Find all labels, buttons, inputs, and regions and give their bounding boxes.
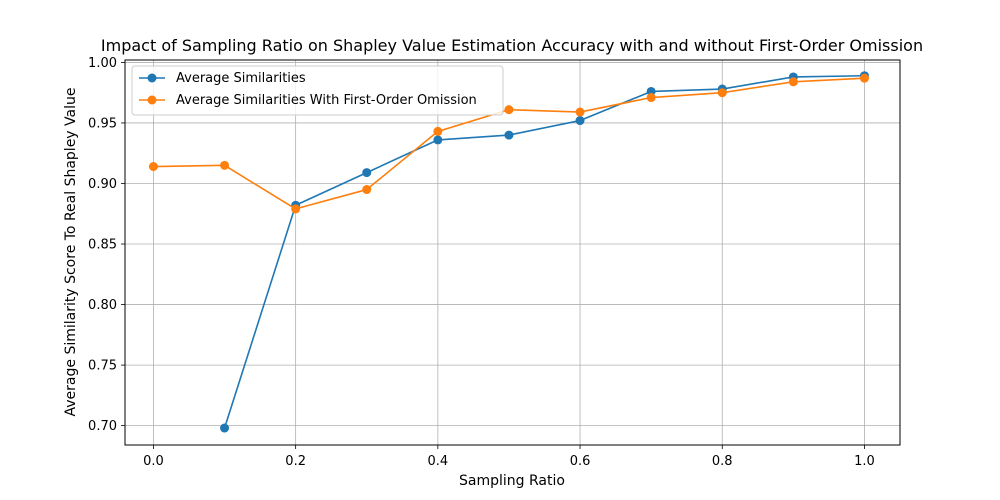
series-2-point — [504, 105, 514, 115]
y-tick-label: 0.90 — [88, 177, 117, 192]
series — [148, 71, 869, 433]
legend-box — [131, 65, 504, 116]
series-2 — [148, 73, 869, 214]
series-2-point — [717, 88, 727, 98]
legend: Average Similarities Average Similaritie… — [131, 65, 504, 116]
series-1-point — [575, 116, 585, 126]
series-1-point — [362, 168, 372, 178]
x-tick-label: 1.0 — [854, 454, 875, 469]
x-axis-label: Sampling Ratio — [459, 473, 565, 489]
legend-marker-average-similarities — [147, 73, 157, 83]
series-1-point — [220, 423, 230, 433]
x-tick-label: 0.8 — [712, 454, 733, 469]
legend-label-average-similarities: Average Similarities — [176, 71, 306, 86]
plot-frame — [124, 59, 901, 446]
series-2-point — [291, 204, 301, 214]
legend-marker-first-order-omission — [147, 95, 157, 105]
y-tick-label: 1.00 — [88, 56, 117, 71]
x-tick-label: 0.0 — [143, 454, 164, 469]
chart-title: Impact of Sampling Ratio on Shapley Valu… — [101, 36, 923, 55]
axis-ticks: 0.0 0.2 0.4 0.6 0.8 1.0 0.70 0.75 0.80 0.85 0.90 0.… — [88, 56, 875, 469]
series-2-point — [362, 185, 372, 195]
series-1-point — [433, 135, 443, 145]
y-tick-label: 0.85 — [88, 238, 117, 253]
y-tick-label: 0.80 — [88, 298, 117, 313]
legend-label-first-order-omission: Average Similarities With First-Order Om… — [176, 93, 477, 108]
y-tick-label: 0.95 — [88, 116, 117, 131]
series-1-point — [504, 130, 514, 140]
y-tick-label: 0.75 — [88, 359, 117, 374]
series-2-point — [859, 73, 869, 83]
series-2-point — [788, 77, 798, 87]
y-axis-label: Average Similarity Score To Real Shapley… — [63, 88, 79, 417]
series-1-line — [223, 74, 865, 429]
series-2-point — [575, 107, 585, 117]
y-tick-label: 0.70 — [88, 419, 117, 434]
grid — [125, 60, 900, 445]
series-2-point — [148, 162, 158, 172]
series-2-point — [433, 126, 443, 136]
series-2-point — [220, 160, 230, 170]
series-2-point — [646, 93, 656, 103]
x-tick-label: 0.2 — [285, 454, 306, 469]
x-tick-label: 0.4 — [428, 454, 449, 469]
x-tick-label: 0.6 — [570, 454, 591, 469]
